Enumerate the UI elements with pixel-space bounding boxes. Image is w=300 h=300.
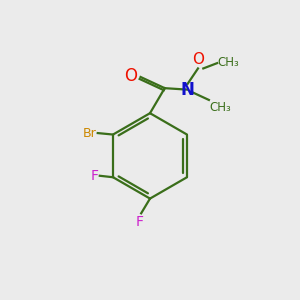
Text: N: N [181, 81, 195, 99]
Text: O: O [124, 67, 137, 85]
Text: F: F [136, 215, 144, 229]
Text: CH₃: CH₃ [209, 100, 231, 113]
Text: O: O [192, 52, 204, 67]
Text: CH₃: CH₃ [218, 56, 239, 69]
Text: Br: Br [82, 127, 96, 140]
Text: F: F [90, 169, 98, 183]
